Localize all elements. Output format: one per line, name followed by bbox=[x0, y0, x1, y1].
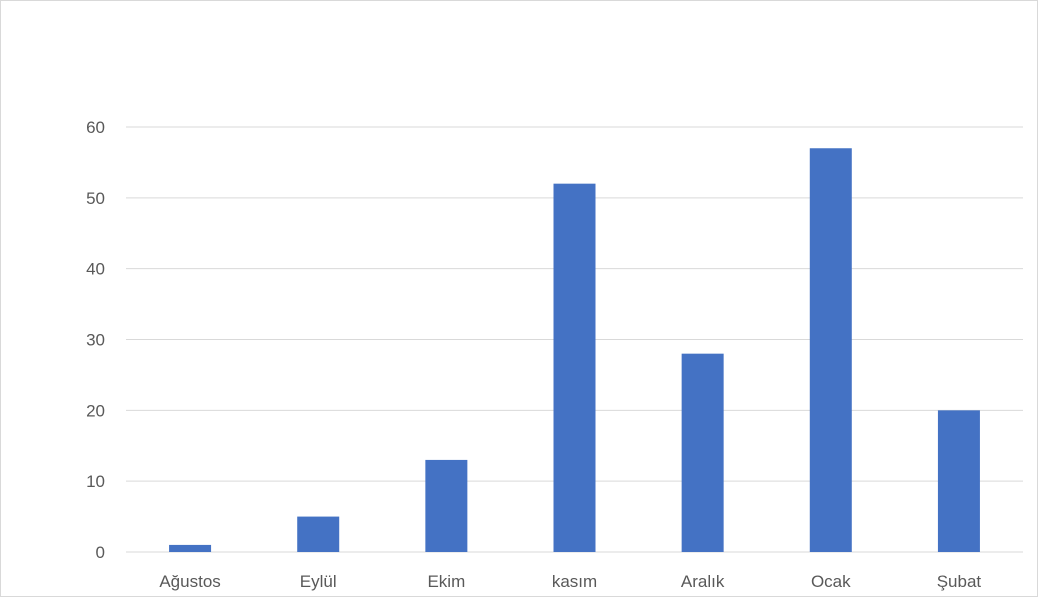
y-tick-label: 50 bbox=[86, 189, 105, 208]
x-tick-label: Eylül bbox=[300, 572, 337, 591]
y-tick-label: 60 bbox=[86, 118, 105, 137]
bar bbox=[297, 516, 340, 552]
x-tick-label: Ağustos bbox=[159, 572, 220, 591]
x-tick-label: Ekim bbox=[427, 572, 465, 591]
bar bbox=[425, 459, 468, 552]
y-tick-label: 10 bbox=[86, 472, 105, 491]
bar bbox=[809, 148, 852, 552]
y-axis-ticks: 0 10 20 30 40 50 60 bbox=[86, 118, 105, 562]
bar bbox=[169, 544, 212, 552]
x-axis-ticks: Ağustos Eylül Ekim kasım Aralık Ocak Şubat bbox=[159, 572, 981, 591]
bar bbox=[937, 410, 980, 552]
x-tick-label: kasım bbox=[552, 572, 597, 591]
x-tick-label: Şubat bbox=[937, 572, 982, 591]
y-tick-label: 0 bbox=[96, 543, 105, 562]
y-tick-label: 20 bbox=[86, 401, 105, 420]
x-tick-label: Aralık bbox=[681, 572, 725, 591]
x-tick-label: Ocak bbox=[811, 572, 851, 591]
bars bbox=[169, 148, 980, 552]
y-tick-label: 30 bbox=[86, 331, 105, 350]
y-tick-label: 40 bbox=[86, 260, 105, 279]
bar bbox=[553, 183, 596, 552]
bar bbox=[681, 353, 724, 552]
